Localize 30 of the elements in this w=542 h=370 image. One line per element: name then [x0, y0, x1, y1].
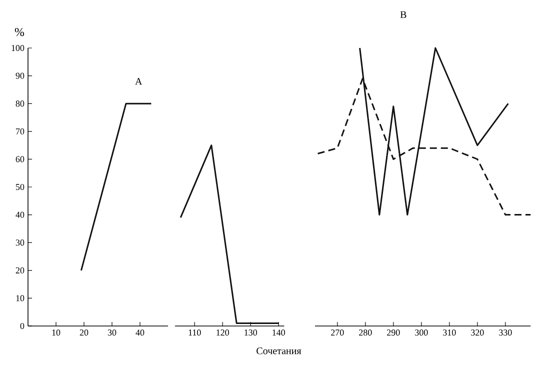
y-tick-label: 60	[16, 156, 24, 162]
y-tick-label: 70	[16, 128, 24, 134]
x-tick-label: 270	[331, 330, 344, 336]
y-tick-label: 10	[16, 295, 24, 302]
y-tick-label: 40	[16, 212, 24, 218]
x-tick-label: 290	[387, 330, 400, 336]
x-tick-label: 110	[188, 330, 201, 336]
y-tick-label: 90	[16, 72, 24, 79]
x-tick-label: 300	[415, 330, 428, 336]
y-tick-label: 20	[16, 267, 24, 274]
x-tick-label: 310	[443, 330, 456, 336]
y-tick-label: 0	[20, 322, 24, 330]
x-tick-label: 130	[244, 330, 258, 336]
x-tick-label: 120	[216, 330, 230, 336]
x-tick-label: 140	[272, 330, 286, 336]
y-axis-title: %	[14, 28, 24, 36]
y-tick-label: 80	[16, 100, 24, 107]
x-tick-label: 10	[52, 330, 60, 336]
x-tick-label: 40	[136, 330, 144, 336]
y-tick-label: 30	[16, 240, 24, 246]
y-tick-label: 100	[12, 44, 24, 52]
y-tick-label: 50	[16, 184, 24, 190]
x-tick-label: 30	[108, 330, 116, 336]
x-tick-label: 280	[359, 330, 372, 336]
text: B	[400, 11, 406, 18]
x-tick-label: 320	[471, 330, 484, 336]
x-axis-title: Сочетания	[256, 348, 302, 354]
annotation: A	[135, 78, 142, 85]
x-tick-label: 330	[499, 330, 512, 336]
x-tick-label: 20	[80, 330, 88, 336]
